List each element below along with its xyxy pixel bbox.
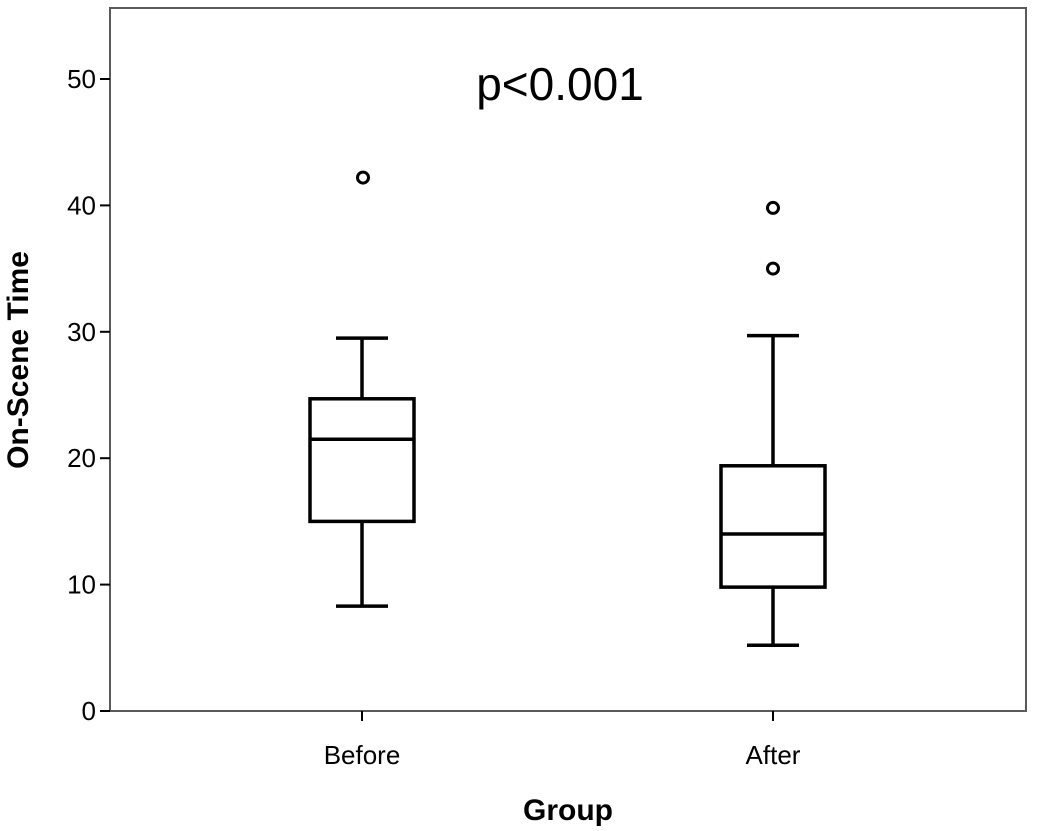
box-after <box>719 200 827 648</box>
box-series <box>308 170 827 648</box>
y-tick-label: 10 <box>67 570 96 600</box>
y-tick-label: 40 <box>67 190 96 220</box>
x-tick-label: Before <box>324 740 401 770</box>
x-axis: Before After <box>324 711 801 770</box>
y-axis: 0 10 20 30 40 50 <box>67 64 110 726</box>
y-axis-title: On-Scene Time <box>2 251 35 469</box>
outlier-point <box>766 200 780 215</box>
y-tick-label: 0 <box>82 696 96 726</box>
p-value-annotation: p<0.001 <box>476 58 644 110</box>
outlier-point <box>356 170 370 185</box>
y-tick-label: 20 <box>67 443 96 473</box>
outlier-point <box>766 261 780 276</box>
x-axis-title: Group <box>523 794 613 827</box>
box-iqr <box>308 397 416 524</box>
box-iqr <box>719 464 827 589</box>
y-tick-label: 50 <box>67 64 96 94</box>
plot-frame <box>109 7 1027 712</box>
x-tick-label: After <box>746 740 801 770</box>
box-before <box>308 170 416 608</box>
y-tick-label: 30 <box>67 317 96 347</box>
